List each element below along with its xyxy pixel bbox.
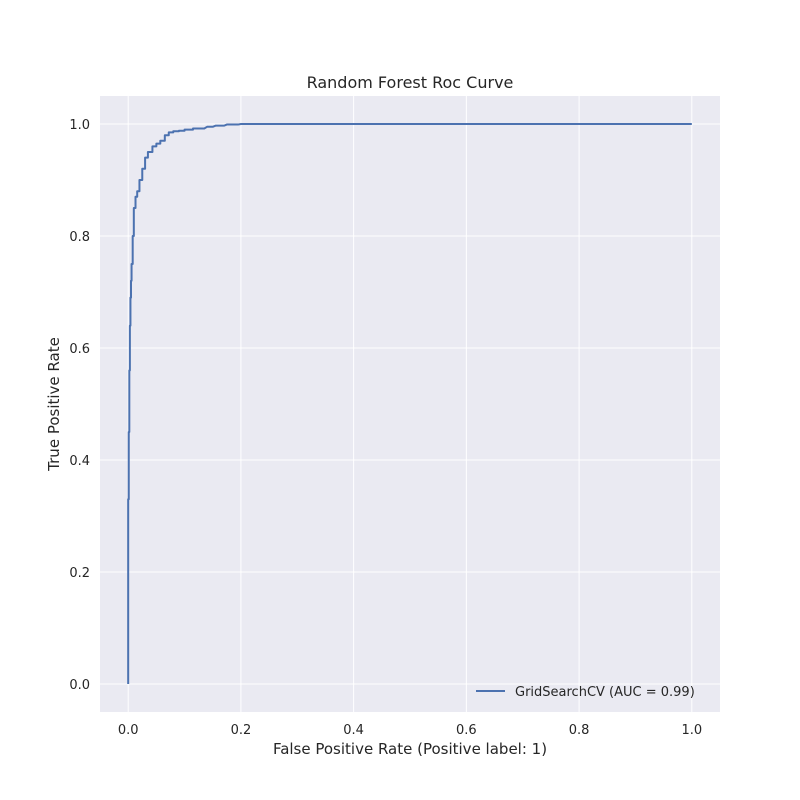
y-tick-label: 0.0 [69,678,90,693]
legend: GridSearchCV (AUC = 0.99) [476,685,695,700]
x-tick-label: 0.4 [343,723,364,738]
y-tick-label: 0.6 [69,342,90,357]
y-axis-label: True Positive Rate [45,337,63,472]
x-tick-labels: 0.0 0.2 0.4 0.6 0.8 1.0 [118,723,702,738]
curves [127,123,692,684]
y-tick-labels: 0.0 0.2 0.4 0.6 0.8 1.0 [69,118,90,693]
x-tick-label: 0.6 [456,723,477,738]
x-tick-label: 0.8 [569,723,590,738]
grid-lines [100,96,720,712]
x-tick-label: 0.2 [231,723,252,738]
plot-area [100,96,720,712]
y-tick-label: 1.0 [69,118,90,133]
x-tick-label: 1.0 [681,723,702,738]
chart-title: Random Forest Roc Curve [307,73,514,92]
y-tick-label: 0.8 [69,230,90,245]
x-tick-label: 0.0 [118,723,139,738]
legend-label: GridSearchCV (AUC = 0.99) [515,685,695,700]
roc-curve-line [127,123,692,684]
x-axis-label: False Positive Rate (Positive label: 1) [273,740,547,758]
y-tick-label: 0.2 [69,566,90,581]
y-tick-label: 0.4 [69,454,90,469]
